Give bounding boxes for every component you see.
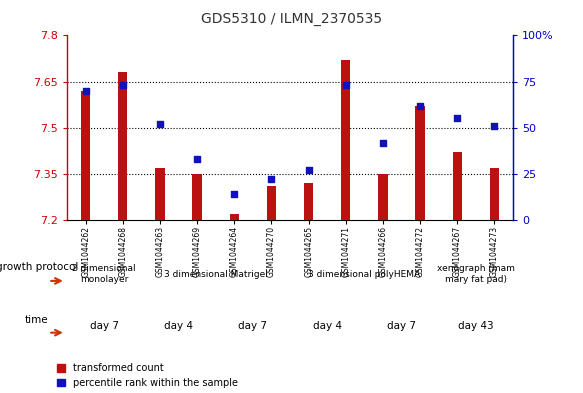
Point — [155, 121, 164, 127]
Bar — [304, 183, 313, 220]
Text: GSM1044271: GSM1044271 — [341, 226, 350, 277]
Text: GSM1044266: GSM1044266 — [378, 226, 388, 277]
Point — [378, 140, 388, 146]
Text: day 4: day 4 — [164, 321, 193, 331]
Legend: transformed count, percentile rank within the sample: transformed count, percentile rank withi… — [57, 363, 238, 388]
Bar — [490, 168, 499, 220]
Bar — [192, 174, 202, 220]
Text: 2 dimensional
monolayer: 2 dimensional monolayer — [72, 264, 136, 284]
Bar — [118, 72, 128, 220]
Text: GSM1044273: GSM1044273 — [490, 226, 499, 277]
Text: time: time — [25, 315, 49, 325]
Bar — [267, 186, 276, 220]
Bar — [416, 106, 425, 220]
Text: day 7: day 7 — [387, 321, 416, 331]
Point — [230, 191, 239, 197]
Text: day 7: day 7 — [238, 321, 268, 331]
Point — [267, 176, 276, 183]
Text: 3 dimensional Matrigel: 3 dimensional Matrigel — [164, 270, 268, 279]
Text: xenograph (mam
mary fat pad): xenograph (mam mary fat pad) — [437, 264, 515, 284]
Bar — [452, 152, 462, 220]
Bar — [81, 91, 90, 220]
Point — [81, 88, 90, 94]
Bar — [341, 60, 350, 220]
Text: 3 dimensional polyHEMA: 3 dimensional polyHEMA — [308, 270, 420, 279]
Bar — [230, 214, 239, 220]
Text: GSM1044263: GSM1044263 — [156, 226, 164, 277]
Point — [490, 123, 499, 129]
Text: growth protocol: growth protocol — [0, 263, 78, 272]
Text: GSM1044264: GSM1044264 — [230, 226, 239, 277]
Text: GSM1044265: GSM1044265 — [304, 226, 313, 277]
Text: day 7: day 7 — [90, 321, 119, 331]
Point — [452, 115, 462, 121]
Text: GSM1044270: GSM1044270 — [267, 226, 276, 277]
Text: GSM1044272: GSM1044272 — [416, 226, 424, 277]
Text: day 4: day 4 — [312, 321, 342, 331]
Point — [341, 82, 350, 88]
Bar — [378, 174, 388, 220]
Text: GSM1044262: GSM1044262 — [81, 226, 90, 277]
Text: GSM1044269: GSM1044269 — [192, 226, 202, 277]
Text: GSM1044268: GSM1044268 — [118, 226, 127, 277]
Point — [192, 156, 202, 162]
Text: GDS5310 / ILMN_2370535: GDS5310 / ILMN_2370535 — [201, 12, 382, 26]
Text: GSM1044267: GSM1044267 — [453, 226, 462, 277]
Point — [304, 167, 313, 173]
Point — [118, 82, 128, 88]
Text: day 43: day 43 — [458, 321, 494, 331]
Bar — [155, 168, 164, 220]
Point — [416, 103, 425, 109]
